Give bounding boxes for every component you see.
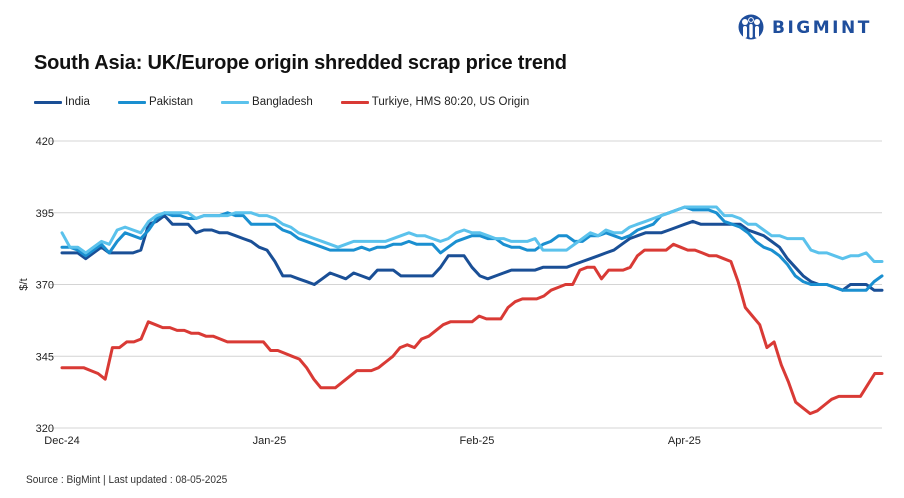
- series-line-pakistan: [60, 205, 884, 292]
- series-line-turkiye-hms-80-20-us-origin: [60, 242, 884, 416]
- y-tick-label: 395: [36, 208, 54, 220]
- series-line-bangladesh: [60, 205, 884, 263]
- legend-label: Turkiye, HMS 80:20, US Origin: [371, 96, 530, 108]
- y-tick-label: 420: [36, 136, 54, 148]
- legend-swatch: [34, 100, 62, 104]
- bigmint-people-icon: [738, 14, 764, 40]
- y-axis-label: $/t: [18, 278, 30, 290]
- x-tick-label: Dec-24: [44, 435, 79, 447]
- x-tick-label: Feb-25: [460, 435, 495, 447]
- legend-item: India: [34, 96, 90, 108]
- legend-swatch: [221, 100, 250, 104]
- series-line-india: [60, 214, 884, 292]
- legend-item: Turkiye, HMS 80:20, US Origin: [340, 96, 530, 108]
- y-tick-label: 320: [36, 423, 54, 435]
- x-tick-label: Apr-25: [668, 435, 701, 447]
- logo-text: BIGMINT: [772, 18, 872, 38]
- legend-label: Bangladesh: [252, 96, 313, 108]
- y-tick-label: 345: [36, 351, 54, 363]
- legend-label: Pakistan: [148, 96, 194, 108]
- legend-item: Bangladesh: [221, 96, 313, 108]
- y-tick-label: 370: [36, 280, 54, 292]
- legend-swatch: [340, 100, 369, 104]
- chart-legend: India Pakistan Bangladesh Turkiye, HMS 80:2…: [34, 96, 557, 108]
- chart-title: South Asia: UK/Europe origin shredded sc…: [34, 52, 567, 74]
- x-tick-label: Jan-25: [253, 435, 287, 447]
- legend-label: India: [65, 96, 90, 108]
- legend-item: Pakistan: [117, 96, 194, 108]
- brand-logo: BIGMINT: [736, 14, 872, 42]
- source-note: Source : BigMint | Last updated : 08-05-…: [26, 474, 228, 486]
- legend-swatch: [117, 100, 146, 104]
